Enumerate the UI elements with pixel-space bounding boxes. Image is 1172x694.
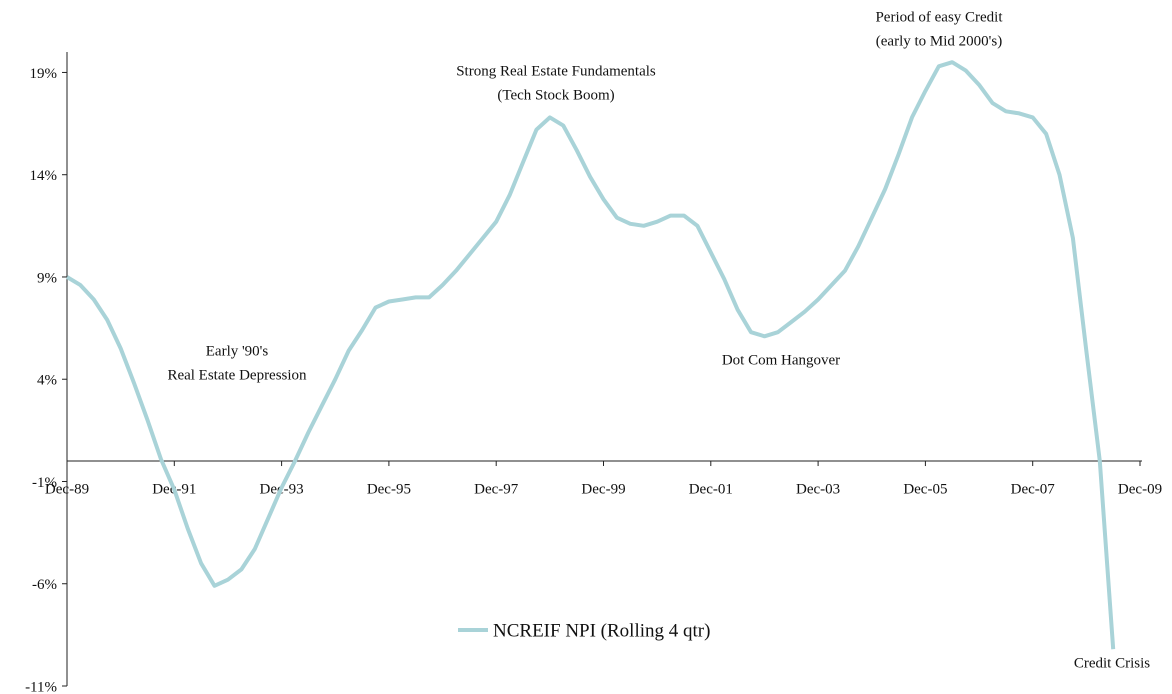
x-tick-label: Dec-97 [474, 481, 519, 497]
y-tick-label: -1% [32, 475, 57, 491]
annotation: Credit Crisis [1074, 655, 1150, 671]
annotation: Dot Com Hangover [722, 352, 840, 368]
legend-label: NCREIF NPI (Rolling 4 qtr) [493, 620, 710, 641]
annotation: Real Estate Depression [167, 367, 307, 383]
annotation: Period of easy Credit [875, 9, 1003, 25]
x-tick-label: Dec-05 [903, 481, 947, 497]
x-tick-label: Dec-99 [581, 481, 625, 497]
series-line [65, 60, 1116, 650]
annotation: (Tech Stock Boom) [497, 87, 614, 103]
x-tick-label: Dec-07 [1011, 481, 1056, 497]
annotation: (early to Mid 2000's) [876, 33, 1002, 49]
y-tick-label: 4% [37, 373, 57, 389]
x-tick-label: Dec-95 [367, 481, 411, 497]
x-tick-label: Dec-89 [45, 481, 89, 497]
annotation: Early '90's [206, 343, 269, 359]
y-tick-label: -6% [32, 577, 57, 593]
y-tick-label: 9% [37, 270, 57, 286]
x-tick-label: Dec-03 [796, 481, 840, 497]
y-tick-label: 19% [30, 66, 58, 82]
y-tick-label: -11% [25, 679, 57, 694]
x-tick-label: Dec-01 [689, 481, 733, 497]
x-tick-label: Dec-09 [1118, 481, 1162, 497]
annotation: Strong Real Estate Fundamentals [456, 63, 656, 79]
y-tick-label: 14% [30, 168, 58, 184]
